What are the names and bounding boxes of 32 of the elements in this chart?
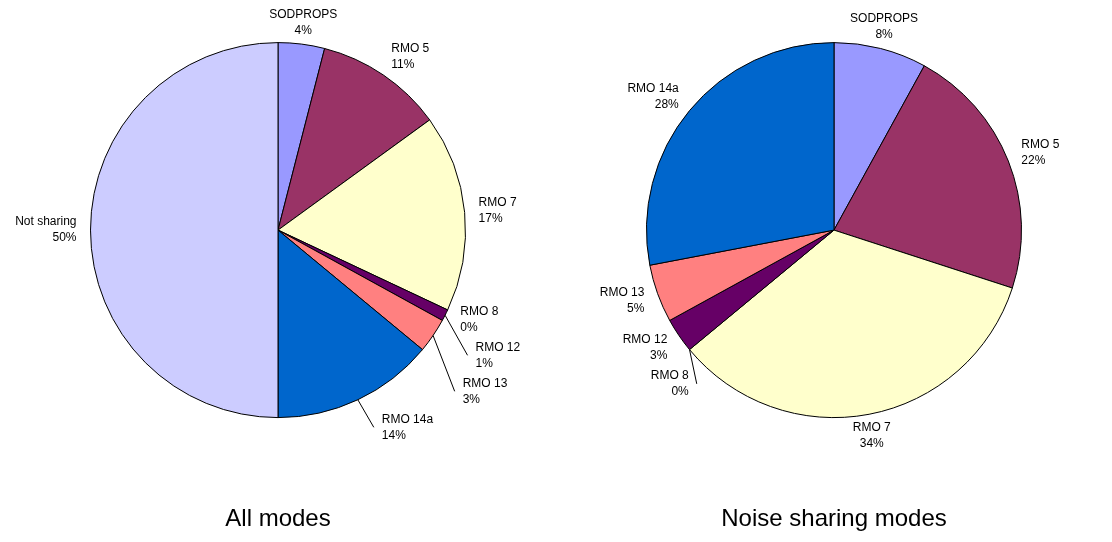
text: 0% <box>671 384 689 399</box>
data-label: 4% <box>294 22 313 37</box>
data-label: 5% <box>627 301 645 316</box>
slice-label: RMO 7 <box>478 194 517 209</box>
category-label: RMO 8 <box>460 303 499 318</box>
data-label: 8% <box>875 27 894 42</box>
data-label: 22% <box>1021 153 1046 168</box>
data-label: 34% <box>859 436 885 451</box>
data-label: 14% <box>381 427 407 442</box>
slice-label: RMO 14a <box>381 411 434 426</box>
slice-label: RMO 12 <box>475 339 521 354</box>
text: All modes <box>225 504 331 532</box>
text: Noise sharing modes <box>721 504 947 532</box>
slice-label: Not sharing <box>15 214 77 229</box>
slice-label: RMO 14a <box>627 80 680 95</box>
data-label: 11% <box>391 57 415 72</box>
data-label: 28% <box>654 96 680 111</box>
slice-label: RMO 7 <box>852 420 892 435</box>
slice-label: RMO 12 <box>622 332 668 347</box>
data-label: 1% <box>475 355 494 370</box>
slice-label: RMO 13 <box>462 375 508 390</box>
text: 0% <box>460 319 478 334</box>
data-label: 50% <box>52 230 77 245</box>
data-label: 3% <box>462 391 481 406</box>
data-label: 3% <box>650 348 668 363</box>
slice-label: RMO 13 <box>599 285 645 300</box>
slice-label: SODPROPS <box>850 11 919 26</box>
slice-label: RMO 5 <box>391 41 430 56</box>
slice-label: RMO 5 <box>1021 137 1060 152</box>
slice-label: SODPROPS <box>269 6 338 21</box>
category-label: RMO 8 <box>650 368 689 383</box>
data-label: 17% <box>478 210 503 225</box>
